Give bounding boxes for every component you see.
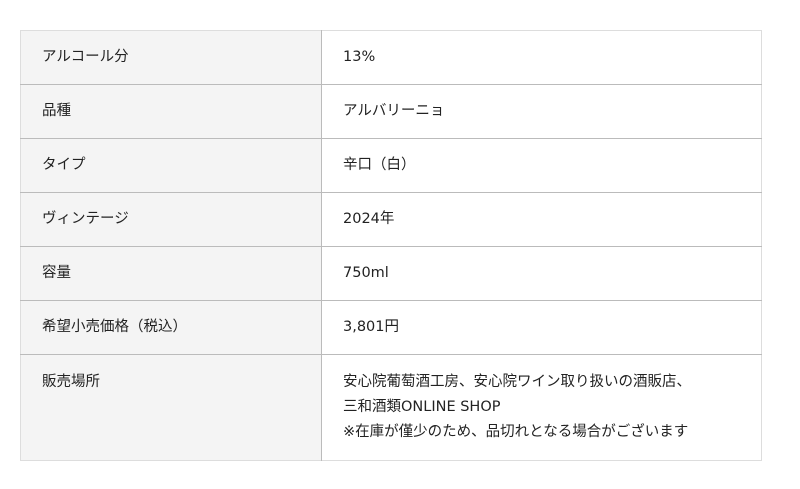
label-retail: 販売場所 bbox=[20, 354, 322, 461]
retail-stock-note: ※在庫が僅少のため、品切れとなる場合がございます bbox=[343, 424, 689, 440]
row-alcohol: アルコール分 13% bbox=[20, 30, 762, 85]
retail-line-2: 三和酒類ONLINE SHOP bbox=[343, 399, 501, 415]
label-volume: 容量 bbox=[20, 246, 322, 301]
value-type: 辛口（白） bbox=[321, 138, 762, 193]
value-price: 3,801円 bbox=[321, 300, 762, 355]
label-variety: 品種 bbox=[20, 84, 322, 139]
row-type: タイプ 辛口（白） bbox=[20, 138, 762, 193]
value-alcohol: 13% bbox=[321, 30, 762, 85]
label-vintage: ヴィンテージ bbox=[20, 192, 322, 247]
wine-spec-table: アルコール分 13% 品種 アルバリーニョ タイプ 辛口（白） ヴィンテージ 2… bbox=[20, 30, 762, 461]
label-alcohol: アルコール分 bbox=[20, 30, 322, 85]
row-volume: 容量 750ml bbox=[20, 246, 762, 301]
value-volume: 750ml bbox=[321, 246, 762, 301]
label-price: 希望小売価格（税込） bbox=[20, 300, 322, 355]
label-type: タイプ bbox=[20, 138, 322, 193]
value-retail: 安心院葡萄酒工房、安心院ワイン取り扱いの酒販店、 三和酒類ONLINE SHOP… bbox=[321, 354, 762, 461]
retail-line-1: 安心院葡萄酒工房、安心院ワイン取り扱いの酒販店、 bbox=[343, 374, 691, 390]
value-variety: アルバリーニョ bbox=[321, 84, 762, 139]
value-vintage: 2024年 bbox=[321, 192, 762, 247]
row-variety: 品種 アルバリーニョ bbox=[20, 84, 762, 139]
row-vintage: ヴィンテージ 2024年 bbox=[20, 192, 762, 247]
row-price: 希望小売価格（税込） 3,801円 bbox=[20, 300, 762, 355]
row-retail: 販売場所 安心院葡萄酒工房、安心院ワイン取り扱いの酒販店、 三和酒類ONLINE… bbox=[20, 354, 762, 461]
